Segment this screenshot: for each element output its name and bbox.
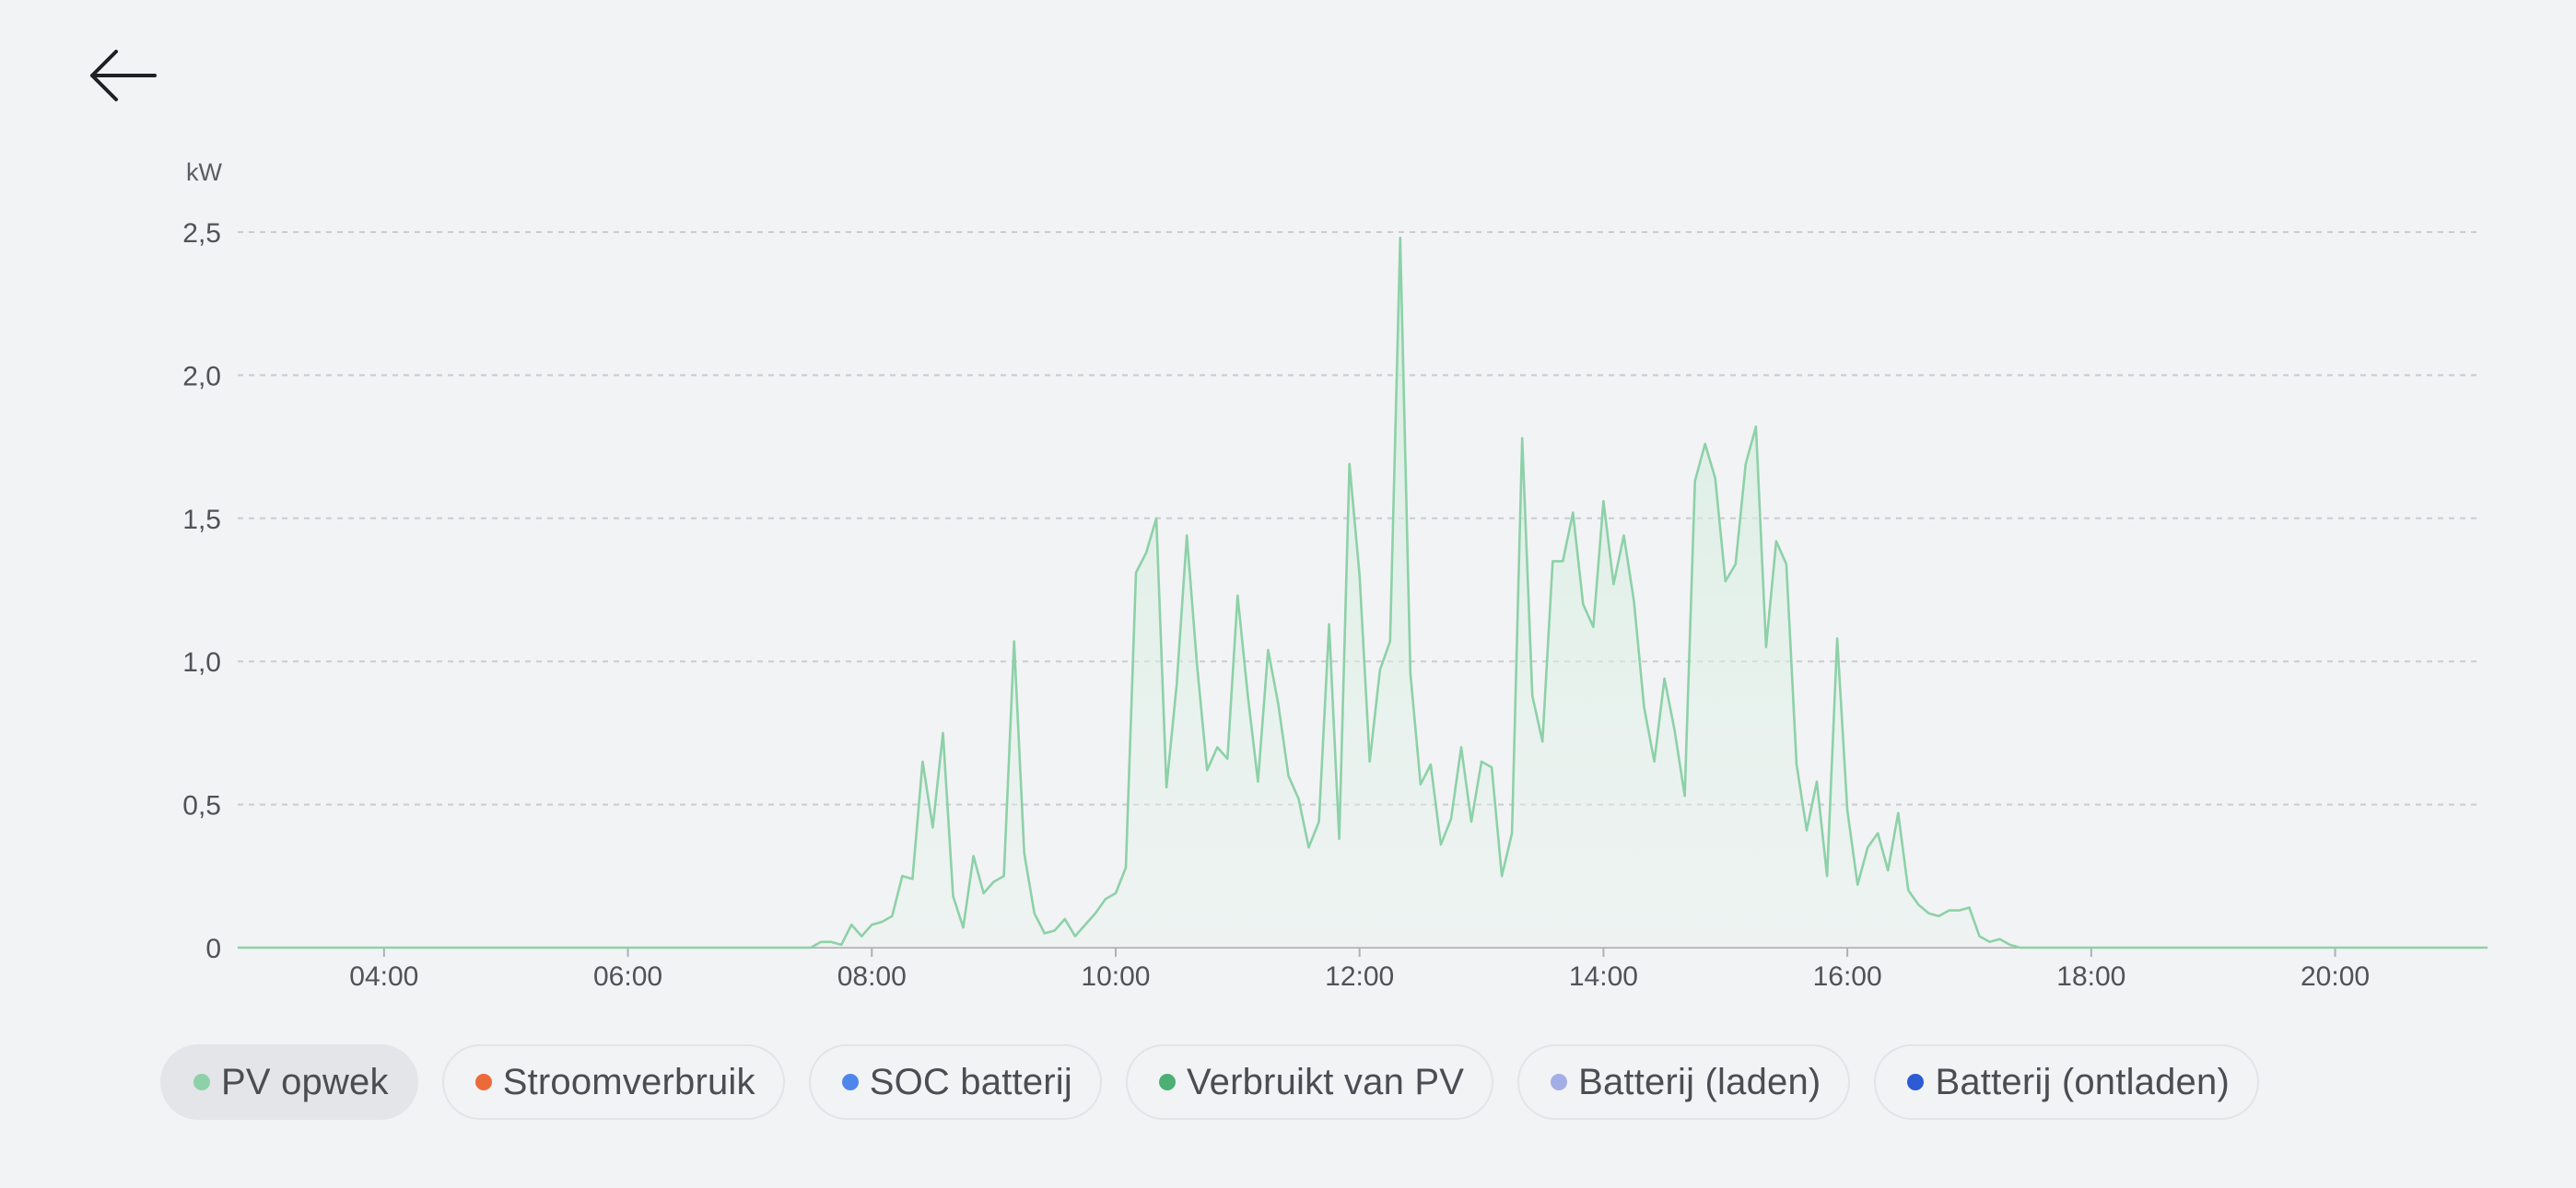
legend-dot-icon: [193, 1074, 210, 1090]
x-tick-label: 20:00: [2301, 961, 2370, 992]
x-tick-label: 18:00: [2056, 961, 2125, 992]
series-layer: [238, 236, 2488, 949]
legend-chip[interactable]: Verbruikt van PV: [1125, 1044, 1494, 1120]
legend-label: PV opwek: [221, 1061, 389, 1102]
legend-label: Batterij (ontladen): [1935, 1061, 2230, 1102]
legend-chip[interactable]: PV opwek: [160, 1044, 418, 1120]
legend-label: Verbruikt van PV: [1186, 1061, 1465, 1102]
y-axis: 0 0,5 1,0 1,5 2,0 2,5: [182, 218, 221, 964]
y-tick-label: 0,5: [182, 791, 221, 821]
legend-dot-icon: [474, 1074, 492, 1090]
y-tick-label: 2,5: [182, 218, 221, 249]
legend-chip[interactable]: Stroomverbruik: [441, 1044, 785, 1120]
legend-label: Batterij (laden): [1578, 1061, 1821, 1102]
legend: PV opwek Stroomverbruik SOC batterij Verbru…: [160, 1044, 2259, 1120]
x-tick-label: 10:00: [1081, 961, 1150, 992]
series-area-pv-opwek: [238, 238, 2488, 948]
x-tick-label: 04:00: [349, 961, 418, 992]
y-tick-label: 1,0: [182, 647, 221, 678]
legend-label: SOC batterij: [869, 1061, 1072, 1102]
arrow-left-icon: [90, 50, 157, 101]
legend-dot-icon: [841, 1074, 859, 1090]
legend-chip[interactable]: Batterij (laden): [1517, 1044, 1851, 1120]
y-tick-label: 2,0: [182, 361, 221, 391]
y-tick-label: 0: [205, 934, 221, 964]
y-tick-label: 1,5: [182, 505, 221, 535]
legend-dot-icon: [1907, 1074, 1925, 1090]
x-axis: 04:00 06:00 08:00 10:00 12:00 14:00 16:00 18:00…: [349, 948, 2370, 992]
x-tick-label: 12:00: [1325, 961, 1394, 992]
y-axis-unit: kW: [186, 158, 223, 186]
x-tick-label: 14:00: [1569, 961, 1638, 992]
legend-chip[interactable]: Batterij (ontladen): [1874, 1044, 2259, 1120]
x-tick-label: 16:00: [1813, 961, 1882, 992]
legend-label: Stroomverbruik: [502, 1061, 755, 1102]
legend-dot-icon: [1158, 1074, 1176, 1090]
series-line-pv-opwek: [238, 236, 2488, 949]
legend-chip[interactable]: SOC batterij: [808, 1044, 1102, 1120]
x-tick-label: 08:00: [837, 961, 907, 992]
x-tick-label: 06:00: [593, 961, 662, 992]
back-button[interactable]: [88, 42, 166, 109]
legend-dot-icon: [1551, 1074, 1568, 1090]
pv-power-chart: 0 0,5 1,0 1,5 2,0 2,5 04:00 06:00 08:00 10:00 12:…: [182, 158, 2488, 992]
